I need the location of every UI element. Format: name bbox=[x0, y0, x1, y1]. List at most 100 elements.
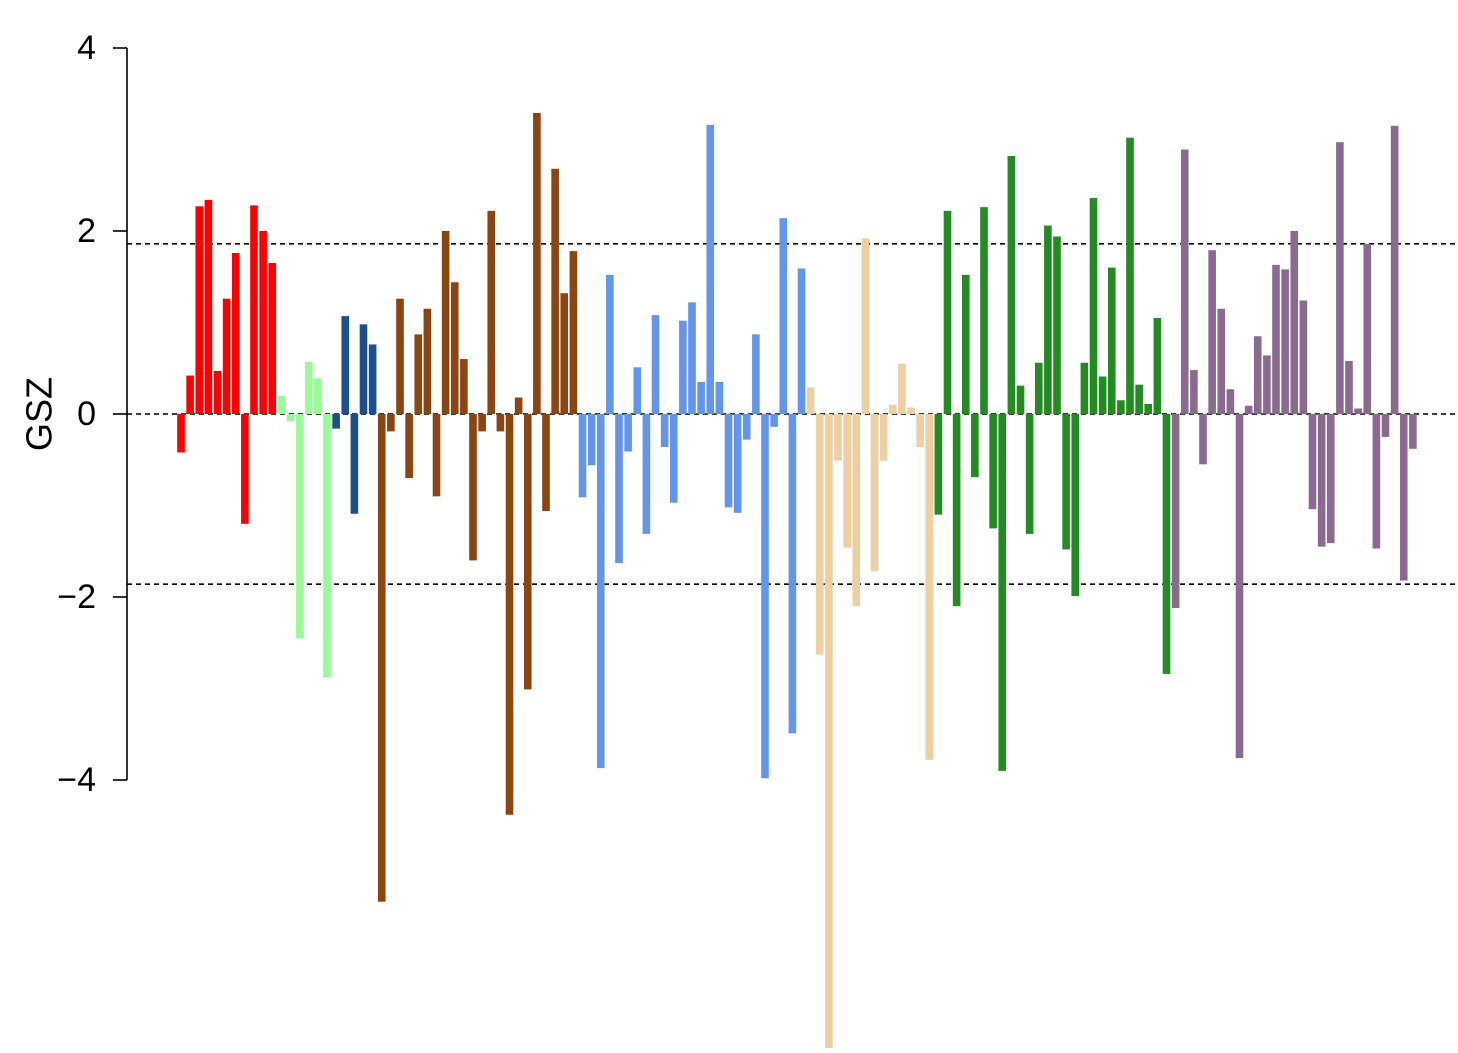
bar bbox=[961, 274, 970, 414]
bar bbox=[1354, 408, 1362, 414]
bar bbox=[505, 414, 514, 815]
bar bbox=[1025, 414, 1034, 534]
bar bbox=[1180, 149, 1189, 414]
bar bbox=[669, 414, 678, 503]
bar bbox=[1409, 414, 1417, 449]
bar bbox=[551, 168, 559, 414]
bar bbox=[1263, 355, 1271, 414]
bar bbox=[359, 324, 368, 414]
bar bbox=[788, 414, 797, 734]
bar bbox=[350, 414, 359, 514]
bars bbox=[177, 112, 1417, 1050]
bar bbox=[952, 414, 961, 607]
bar bbox=[888, 404, 897, 414]
bar bbox=[1281, 269, 1289, 414]
bar bbox=[1016, 385, 1025, 414]
bar bbox=[742, 414, 751, 440]
bar bbox=[1080, 362, 1089, 414]
bar bbox=[706, 124, 715, 415]
bar bbox=[660, 414, 669, 447]
bar bbox=[1399, 414, 1408, 581]
bar bbox=[1007, 155, 1016, 414]
bar bbox=[752, 334, 760, 414]
bar bbox=[286, 414, 295, 422]
bar bbox=[596, 414, 605, 769]
bar bbox=[624, 414, 632, 452]
bar bbox=[1253, 336, 1262, 414]
bar bbox=[1336, 142, 1344, 414]
bar bbox=[1034, 362, 1043, 414]
bar bbox=[387, 414, 395, 432]
bar bbox=[1162, 414, 1171, 674]
bar bbox=[250, 205, 258, 414]
y-tick-label: 0 bbox=[77, 395, 96, 433]
bar bbox=[569, 251, 578, 414]
bar bbox=[487, 210, 496, 414]
bar bbox=[651, 315, 660, 414]
bar bbox=[496, 414, 505, 432]
bar bbox=[998, 414, 1007, 771]
bar bbox=[1381, 414, 1390, 437]
bar bbox=[1345, 360, 1353, 414]
bar bbox=[259, 231, 267, 414]
bar bbox=[295, 414, 304, 639]
bar bbox=[834, 414, 842, 461]
bar bbox=[697, 381, 705, 414]
bar bbox=[943, 210, 952, 414]
bar bbox=[213, 371, 222, 414]
bar bbox=[523, 414, 532, 690]
bar bbox=[1126, 137, 1134, 415]
bar bbox=[332, 414, 340, 429]
bar bbox=[1272, 264, 1280, 414]
y-tick-label: 4 bbox=[77, 29, 96, 67]
bar bbox=[870, 414, 879, 572]
y-tick-label: −4 bbox=[57, 761, 96, 799]
y-axis: 4 2 0 −2 −4 bbox=[57, 29, 128, 799]
bar bbox=[797, 268, 806, 414]
bar bbox=[1199, 414, 1207, 465]
bar bbox=[825, 414, 833, 1050]
bar bbox=[934, 414, 943, 515]
bar bbox=[1390, 125, 1399, 414]
bar bbox=[1226, 389, 1235, 415]
bar bbox=[1107, 267, 1116, 414]
bar bbox=[907, 407, 915, 415]
bar bbox=[1244, 405, 1253, 414]
bar bbox=[1062, 414, 1070, 550]
bar bbox=[606, 274, 614, 414]
bar bbox=[724, 414, 733, 508]
bar bbox=[1171, 414, 1180, 608]
bar bbox=[396, 298, 404, 414]
bar bbox=[277, 395, 286, 414]
bar bbox=[478, 414, 486, 432]
bar bbox=[633, 367, 642, 414]
bar bbox=[377, 414, 386, 902]
bar bbox=[441, 231, 450, 414]
bar bbox=[1053, 236, 1061, 414]
bar bbox=[533, 112, 541, 415]
y-axis-title: GSZ bbox=[19, 377, 60, 451]
bar bbox=[323, 414, 331, 678]
bar bbox=[1071, 414, 1080, 597]
bar bbox=[231, 252, 240, 414]
bar bbox=[414, 334, 423, 414]
bar bbox=[925, 414, 934, 760]
bar bbox=[688, 302, 696, 414]
bar bbox=[733, 414, 742, 513]
y-tick-label: −2 bbox=[57, 578, 96, 616]
bar bbox=[1217, 308, 1226, 414]
bar bbox=[1098, 376, 1107, 415]
bar bbox=[642, 414, 651, 534]
bar bbox=[1235, 414, 1244, 759]
bar bbox=[450, 282, 459, 414]
bar bbox=[405, 414, 413, 479]
bar bbox=[578, 414, 587, 498]
bar bbox=[314, 378, 322, 414]
bar bbox=[916, 414, 924, 447]
bar bbox=[304, 361, 313, 414]
bar bbox=[852, 414, 861, 607]
bar bbox=[469, 414, 477, 561]
bar bbox=[1144, 403, 1153, 414]
